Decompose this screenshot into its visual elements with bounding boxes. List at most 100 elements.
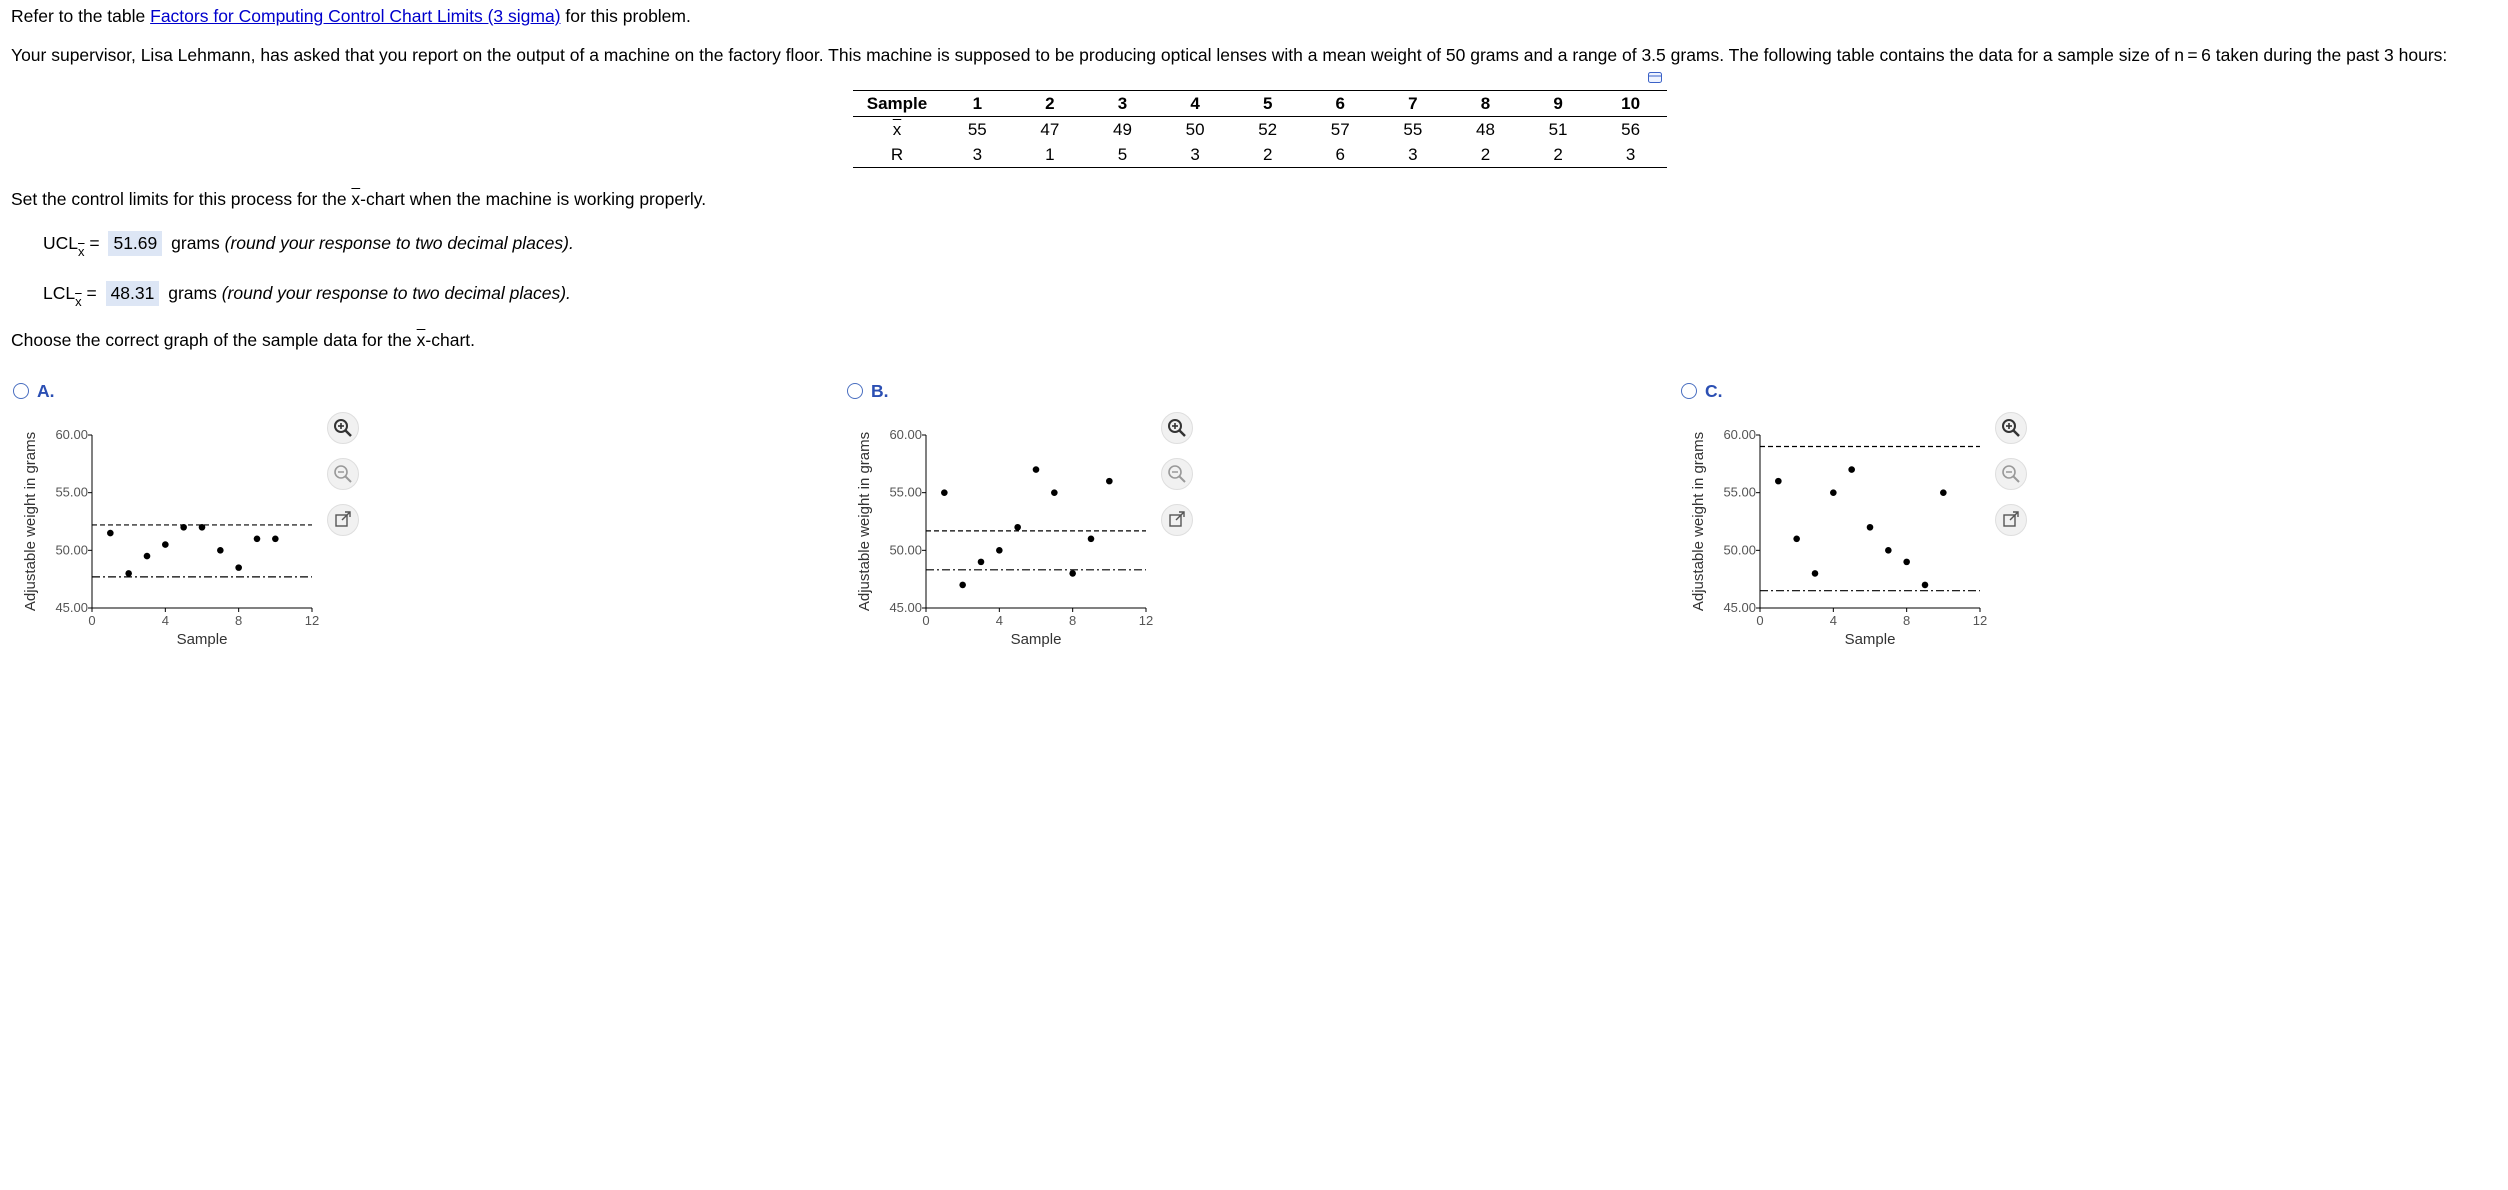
data-point [977,558,985,566]
ucl-unit: grams [166,233,225,253]
y-tick-label: 45.00 [1723,600,1756,615]
y-tick-label: 45.00 [889,600,922,615]
data-point [1793,535,1800,543]
intro-prefix: Refer to the table [11,6,151,26]
chart-a-zoom-out-button[interactable] [327,458,359,490]
data-point [235,564,242,571]
x-tick-label: 12 [1973,613,1987,628]
option-a-radio[interactable] [13,383,29,400]
data-point [1866,523,1874,531]
option-b-label: B. [871,380,889,401]
ucl-rounding-note: (round your response to two decimal plac… [224,233,574,253]
popout-icon [335,511,351,527]
table-header-cell: 3 [1086,90,1159,117]
table-cell: 55 [1403,119,1423,139]
y-tick-label: 60.00 [55,427,88,442]
y-axis-label: Adjustable weight in grams [856,432,873,611]
factors-table-link[interactable]: Factors for Computing Control Chart Limi… [150,6,561,26]
option-c-radio[interactable] [1681,383,1697,400]
option-a[interactable]: A. [13,380,55,402]
table-cell: 6 [1303,142,1377,168]
xbar-symbol: x [416,330,426,350]
chart-a-zoom-in-button[interactable] [327,412,359,444]
zoom-out-icon [1168,465,1186,483]
table-row-range: R 3 1 5 3 2 6 3 2 2 3 [853,142,1667,168]
chart-b-svg: 60.00 55.00 50.00 45.000 4 8 12 Sample Adjustabl… [856,427,1153,648]
set-limits-instruction: Set the control limits for this process … [11,189,706,210]
chart-b-popout-button[interactable] [1161,504,1193,536]
table-cell: 3 [1594,142,1667,168]
x-tick-label: 4 [1830,613,1837,628]
chart-c-zoom-in-button[interactable] [1995,412,2027,444]
range-row-label: R [853,142,941,168]
zoom-in-icon [1168,419,1186,437]
y-tick-label: 55.00 [55,485,88,500]
table-header-cell: 9 [1521,90,1595,117]
data-point [1830,489,1837,496]
x-tick-label: 8 [235,613,242,628]
data-point [1014,523,1021,531]
lcl-answer-field[interactable]: 48.31 [105,281,160,306]
data-point [125,570,132,577]
data-point [1106,477,1113,485]
x-tick-label: 4 [162,613,169,628]
option-c-label: C. [1705,380,1723,401]
chart-b-zoom-in-button[interactable] [1161,412,1193,444]
zoom-out-icon [334,465,352,483]
x-tick-label: 8 [1903,613,1910,628]
table-cell: 5 [1086,142,1159,168]
option-b-radio[interactable] [847,383,863,400]
sample-data-table: Sample 1 2 3 4 5 6 7 8 9 10 x 55 47 49 5… [853,90,1667,168]
xbar-row-label: x [892,119,902,139]
chart-a-svg: 60.00 55.00 50.00 45.000 4 8 12 Sample Adjustabl… [22,427,319,648]
table-cell: 47 [1040,119,1060,139]
problem-statement: Your supervisor, Lisa Lehmann, has asked… [11,45,2448,65]
option-b[interactable]: B. [847,380,889,402]
x-axis-label: Sample [1845,631,1896,648]
table-header-sample: Sample [853,90,941,117]
y-tick-label: 45.00 [55,600,88,615]
intro-suffix: for this problem. [560,6,691,26]
y-tick-label: 60.00 [889,427,922,442]
data-point [1903,558,1910,566]
y-tick-label: 50.00 [889,542,922,557]
table-popout-icon[interactable] [1648,72,1662,83]
chart-b: 60.00 55.00 50.00 45.00 0 4 8 12 Sample Adjustabl… [854,410,1184,660]
table-cell: 56 [1621,119,1641,139]
intro-text: Refer to the table Factors for Computing… [11,6,691,27]
table-cell: 3 [1376,142,1450,168]
data-point [1940,489,1947,496]
set-limits-prefix: Set the control limits for this process … [11,189,352,209]
zoom-in-icon [334,419,352,437]
table-cell: 55 [967,119,987,139]
zoom-out-icon [2002,465,2020,483]
lcl-answer-row: LCLx = 48.31 grams (round your response … [43,281,571,309]
y-tick-label: 60.00 [1723,427,1756,442]
table-cell: 50 [1185,119,1205,139]
table-header-cell: 5 [1231,90,1304,117]
table-cell: 2 [1449,142,1522,168]
data-point [996,547,1003,554]
data-point [1885,547,1892,554]
x-tick-label: 0 [1756,613,1763,628]
data-point [1087,535,1095,543]
y-axis-label: Adjustable weight in grams [22,432,39,611]
chart-c: 60.00 55.00 50.00 45.00 0 4 8 12 Sample Adjustabl… [1688,410,2018,660]
table-header-cell: 4 [1158,90,1232,117]
table-cell: 3 [1158,142,1232,168]
lcl-equals: = [81,283,102,303]
data-point [180,523,187,531]
lcl-unit: grams [163,283,222,303]
y-axis-label: Adjustable weight in grams [1690,432,1707,611]
table-header-cell: 2 [1013,90,1087,117]
choose-graph-instruction: Choose the correct graph of the sample d… [11,330,475,351]
y-tick-label: 50.00 [1723,542,1756,557]
chart-c-zoom-out-button[interactable] [1995,458,2027,490]
table-header-cell: 8 [1449,90,1522,117]
chart-b-zoom-out-button[interactable] [1161,458,1193,490]
chart-a-popout-button[interactable] [327,504,359,536]
chart-c-popout-button[interactable] [1995,504,2027,536]
table-cell: 3 [941,142,1014,168]
option-c[interactable]: C. [1681,380,1723,402]
ucl-answer-field[interactable]: 51.69 [108,231,163,256]
